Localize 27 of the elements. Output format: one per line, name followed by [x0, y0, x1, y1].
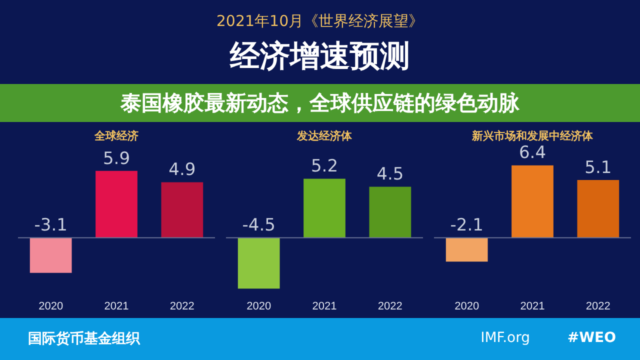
- x-tick-label: 2022: [170, 300, 194, 312]
- x-tick-label: 2020: [246, 300, 272, 312]
- data-label: 5.2: [310, 156, 338, 177]
- text: 经济增速预测: [228, 38, 411, 76]
- x-tick-label: 2020: [38, 300, 64, 312]
- data-label: 5.9: [102, 148, 130, 169]
- text: 2021年10月《世界经济展望》: [215, 12, 425, 31]
- text: 泰国橡胶最新动态，全球供应链的绿色动脉: [0, 84, 640, 122]
- data-label: -3.1: [34, 216, 68, 236]
- x-tick-label: 2021: [312, 300, 337, 312]
- data-label: 6.4: [518, 143, 546, 164]
- x-tick-label: 2022: [586, 300, 610, 312]
- x-tick-label: 2022: [378, 300, 402, 312]
- data-label: 4.5: [376, 164, 404, 185]
- data-label: -4.5: [242, 216, 276, 236]
- data-label: -2.1: [450, 216, 484, 236]
- chart-title: 发达经济体: [296, 129, 353, 142]
- chart-title: 新兴市场和发展中经济体: [471, 129, 594, 142]
- text: 国际货币基金组织: [28, 330, 140, 348]
- x-tick-label: 2020: [454, 300, 480, 312]
- text: IMF.org: [480, 330, 530, 346]
- data-label: 4.9: [168, 160, 196, 180]
- text: #WEO: [567, 330, 616, 346]
- x-tick-label: 2021: [520, 300, 545, 312]
- x-tick-label: 2021: [104, 300, 129, 312]
- chart-title: 全球经济: [94, 129, 138, 142]
- data-label: 5.1: [584, 158, 612, 178]
